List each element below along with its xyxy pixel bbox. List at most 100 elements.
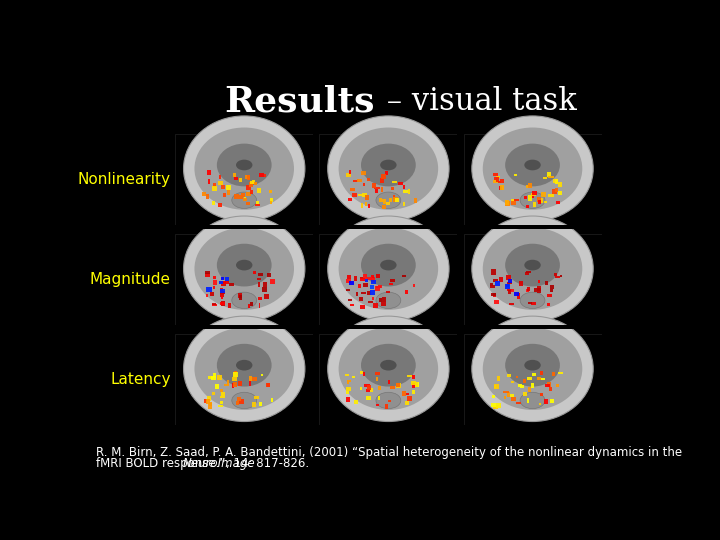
- Ellipse shape: [361, 344, 415, 387]
- Bar: [527, 287, 529, 291]
- Bar: [359, 278, 365, 281]
- Bar: [559, 191, 562, 195]
- Bar: [499, 278, 503, 282]
- Bar: [526, 397, 529, 403]
- Bar: [379, 198, 382, 201]
- Bar: [356, 292, 358, 295]
- Bar: [528, 195, 532, 201]
- Ellipse shape: [184, 316, 305, 422]
- Bar: [387, 201, 390, 205]
- Bar: [225, 281, 229, 284]
- Bar: [366, 396, 372, 400]
- Bar: [513, 174, 517, 176]
- Bar: [407, 396, 412, 401]
- Bar: [536, 377, 541, 380]
- Bar: [518, 293, 520, 299]
- Bar: [258, 302, 261, 308]
- Bar: [238, 381, 241, 386]
- Bar: [253, 271, 256, 274]
- Bar: [256, 201, 259, 204]
- Bar: [228, 303, 231, 308]
- Bar: [526, 289, 528, 292]
- Bar: [313, 334, 317, 426]
- Bar: [232, 376, 238, 381]
- Text: Magnitude: Magnitude: [89, 272, 171, 287]
- Bar: [534, 288, 537, 292]
- Bar: [525, 272, 529, 275]
- Bar: [220, 289, 225, 293]
- Bar: [212, 280, 217, 285]
- Ellipse shape: [236, 160, 253, 170]
- Bar: [538, 280, 541, 283]
- Bar: [531, 302, 536, 305]
- Ellipse shape: [361, 144, 415, 186]
- Bar: [258, 282, 261, 287]
- Bar: [526, 271, 531, 273]
- Bar: [365, 202, 367, 206]
- Bar: [364, 384, 369, 387]
- Bar: [212, 392, 215, 395]
- Ellipse shape: [520, 192, 545, 208]
- Ellipse shape: [505, 344, 560, 387]
- Bar: [239, 399, 243, 404]
- Bar: [246, 175, 251, 179]
- Bar: [212, 303, 216, 305]
- Bar: [510, 394, 513, 397]
- Ellipse shape: [520, 292, 545, 308]
- Ellipse shape: [520, 392, 545, 409]
- Ellipse shape: [232, 292, 256, 308]
- Bar: [396, 383, 401, 388]
- Bar: [375, 372, 380, 375]
- Bar: [366, 178, 369, 181]
- Ellipse shape: [217, 344, 271, 387]
- Bar: [207, 170, 212, 174]
- Ellipse shape: [232, 392, 256, 409]
- Bar: [234, 177, 238, 180]
- Ellipse shape: [524, 360, 541, 370]
- Bar: [539, 403, 541, 406]
- Bar: [556, 201, 560, 204]
- Bar: [348, 170, 351, 174]
- Bar: [264, 294, 269, 299]
- Ellipse shape: [338, 228, 438, 310]
- Text: Nonlinearity: Nonlinearity: [78, 172, 171, 187]
- Bar: [213, 373, 216, 378]
- Bar: [560, 275, 562, 278]
- Bar: [319, 225, 458, 229]
- Bar: [464, 334, 601, 425]
- Bar: [412, 383, 415, 388]
- Ellipse shape: [482, 328, 582, 410]
- Bar: [346, 279, 351, 283]
- Bar: [382, 199, 386, 202]
- Bar: [511, 199, 514, 202]
- Bar: [379, 298, 382, 302]
- Bar: [313, 133, 317, 226]
- Bar: [315, 334, 320, 426]
- Bar: [528, 377, 532, 380]
- Ellipse shape: [338, 328, 438, 410]
- Bar: [348, 299, 351, 301]
- Bar: [544, 201, 546, 204]
- Bar: [457, 233, 462, 326]
- Bar: [545, 281, 548, 285]
- Bar: [403, 185, 405, 188]
- Bar: [209, 402, 212, 406]
- Bar: [240, 195, 243, 199]
- Bar: [514, 292, 518, 296]
- Bar: [553, 179, 558, 184]
- Bar: [411, 381, 415, 384]
- Bar: [492, 173, 498, 176]
- Bar: [388, 400, 390, 402]
- Bar: [491, 269, 495, 275]
- Bar: [511, 289, 514, 293]
- Bar: [259, 173, 264, 177]
- Bar: [234, 194, 239, 199]
- Bar: [378, 285, 382, 288]
- Bar: [371, 280, 376, 284]
- Bar: [490, 285, 495, 288]
- Bar: [492, 293, 496, 298]
- Bar: [220, 401, 223, 403]
- Bar: [505, 200, 509, 205]
- Bar: [171, 233, 175, 326]
- Bar: [500, 179, 504, 183]
